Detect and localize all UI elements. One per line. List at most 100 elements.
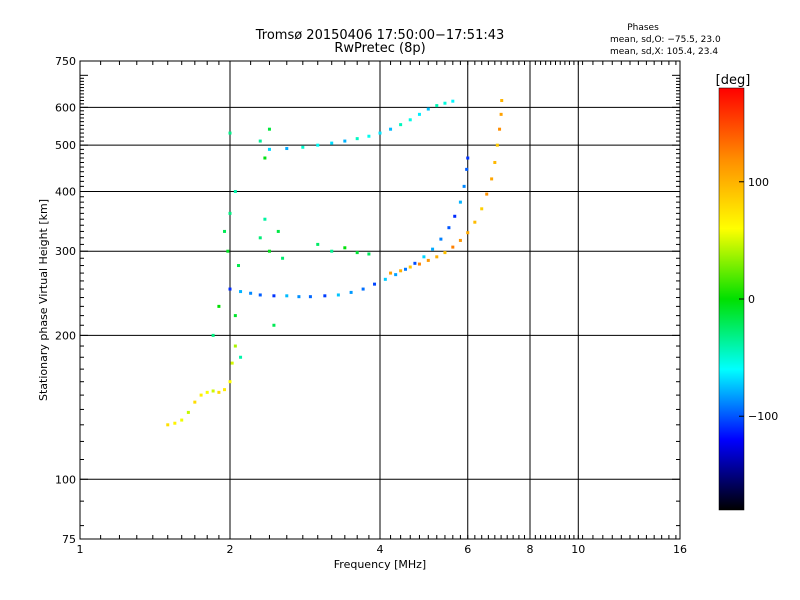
- data-point: [281, 256, 285, 260]
- series-lower_layer_trace: [166, 344, 237, 427]
- data-point: [228, 131, 232, 135]
- data-point: [383, 277, 387, 281]
- phases-o-stats: mean, sd,O: −75.5, 23.0: [610, 35, 721, 45]
- data-point: [217, 304, 221, 308]
- series-o_trace_F_layer: [228, 156, 470, 299]
- data-point: [490, 177, 494, 181]
- data-point: [186, 410, 190, 414]
- data-point: [498, 127, 502, 131]
- data-point: [361, 287, 365, 291]
- data-point: [426, 258, 430, 262]
- data-point: [378, 131, 382, 135]
- data-point: [431, 247, 435, 251]
- data-point: [193, 400, 197, 404]
- data-point: [330, 141, 334, 145]
- data-point: [343, 246, 347, 250]
- data-point: [267, 147, 271, 151]
- y-axis-label: Stationary phase Virtual Height [km]: [37, 199, 50, 401]
- data-point: [297, 295, 301, 299]
- data-point: [226, 249, 230, 253]
- data-point: [473, 220, 477, 224]
- y-tick-label: 300: [55, 245, 76, 258]
- data-point: [233, 189, 237, 193]
- data-point: [228, 211, 232, 215]
- series-multihop_trace: [267, 99, 455, 151]
- data-point: [403, 267, 407, 271]
- data-point: [439, 237, 443, 241]
- data-point: [453, 214, 457, 218]
- series-spread_echoes: [211, 127, 371, 359]
- x-tick-label: 6: [464, 543, 471, 556]
- data-point: [394, 273, 398, 277]
- phase-colorbar: 100 0 −100: [718, 87, 778, 511]
- phases-x-stats: mean, sd,X: 105.4, 23.4: [610, 47, 718, 57]
- data-point: [211, 333, 215, 337]
- data-point: [458, 238, 462, 242]
- y-tick-label: 75: [62, 533, 76, 546]
- data-point: [493, 160, 497, 164]
- data-point: [180, 418, 184, 422]
- data-point: [263, 156, 267, 160]
- data-point: [166, 423, 170, 427]
- data-point: [272, 294, 276, 298]
- data-point: [408, 118, 412, 122]
- colorbar-tick-label: 0: [748, 293, 755, 306]
- data-point: [249, 291, 253, 295]
- x-tick-label: 1: [77, 543, 84, 556]
- data-point: [323, 294, 327, 298]
- plot-area: 1 2 4 6 8 10 16 75 100 200 300 400 500 600 750: [55, 55, 687, 556]
- data-point: [389, 271, 393, 275]
- data-point: [276, 229, 280, 233]
- y-tick-label: 400: [55, 185, 76, 198]
- y-tick-label: 750: [55, 55, 76, 68]
- data-point: [417, 112, 421, 116]
- x-tick-label: 4: [377, 543, 384, 556]
- x-tick-label: 10: [571, 543, 585, 556]
- data-point: [435, 104, 439, 108]
- data-point: [239, 355, 243, 359]
- data-point: [417, 262, 421, 266]
- data-point: [223, 388, 227, 392]
- data-point: [422, 255, 426, 259]
- data-point: [355, 251, 359, 255]
- data-point: [443, 251, 447, 255]
- data-point: [413, 261, 417, 265]
- data-point: [447, 226, 451, 230]
- y-tick-label: 600: [55, 101, 76, 114]
- data-point: [465, 167, 469, 171]
- data-point: [349, 290, 353, 294]
- data-point: [285, 147, 289, 151]
- data-point: [211, 389, 215, 393]
- data-point: [263, 217, 267, 221]
- data-point: [480, 207, 484, 211]
- data-point: [408, 265, 412, 269]
- data-point: [330, 249, 334, 253]
- data-point: [258, 293, 262, 297]
- data-point: [173, 421, 177, 425]
- data-point: [458, 200, 462, 204]
- data-point: [267, 249, 271, 253]
- data-point: [466, 156, 470, 160]
- data-point: [399, 269, 403, 273]
- data-point: [239, 290, 243, 294]
- colorbar-label: [deg]: [716, 73, 751, 88]
- data-point: [426, 107, 430, 111]
- data-point: [451, 99, 455, 103]
- x-tick-label: 16: [673, 543, 687, 556]
- data-point: [343, 139, 347, 143]
- data-point: [228, 287, 232, 291]
- data-point: [230, 361, 234, 365]
- data-point: [272, 323, 276, 327]
- data-point: [367, 134, 371, 138]
- data-point: [435, 255, 439, 259]
- data-point: [223, 229, 227, 233]
- data-point: [485, 192, 489, 196]
- data-point: [495, 143, 499, 147]
- data-point: [233, 344, 237, 348]
- data-point: [267, 127, 271, 131]
- colorbar-tick-label: −100: [748, 410, 778, 423]
- colorbar-tick-label: 100: [748, 176, 769, 189]
- data-point: [228, 380, 232, 384]
- x-tick-label: 2: [227, 543, 234, 556]
- data-point: [466, 231, 470, 235]
